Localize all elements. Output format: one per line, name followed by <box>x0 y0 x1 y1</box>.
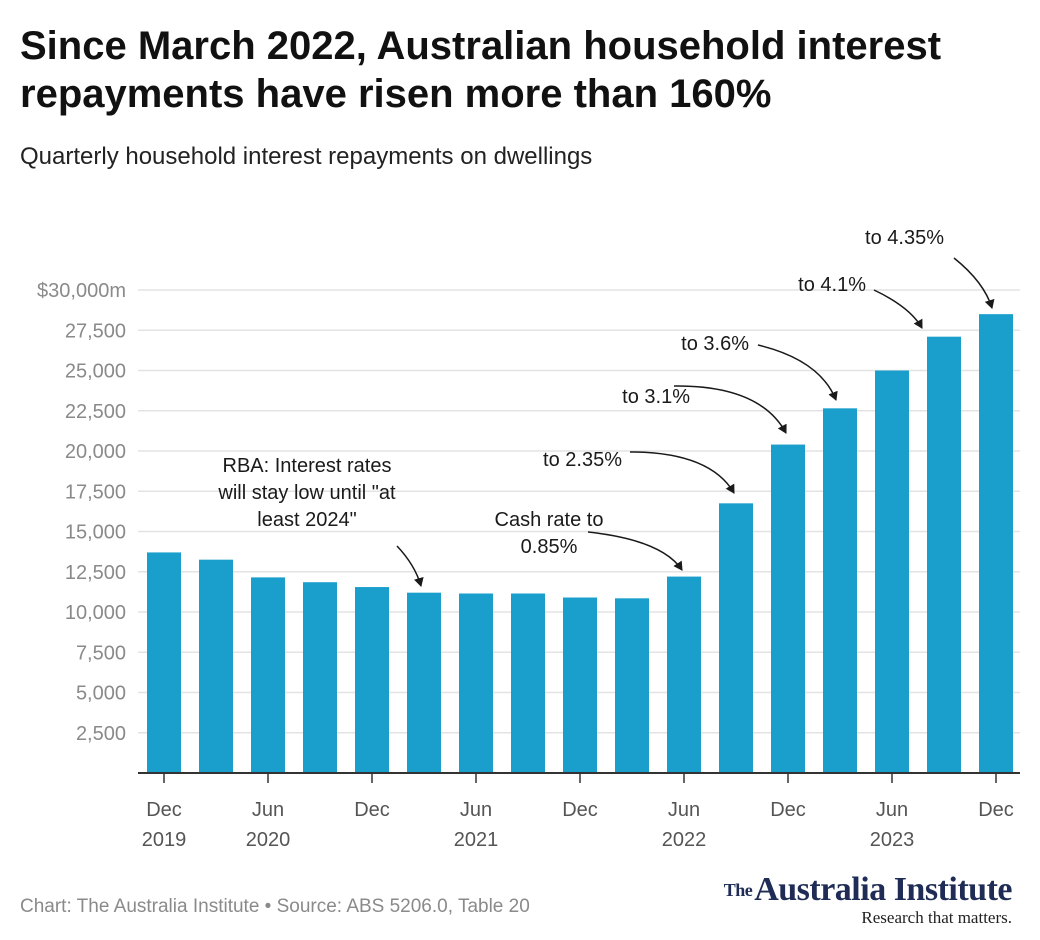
bar <box>459 593 493 773</box>
bar <box>563 597 597 773</box>
annotation-arrow <box>673 385 787 434</box>
annotation-text: 0.85% <box>521 536 578 558</box>
y-tick-label: $30,000m <box>37 280 126 302</box>
x-tick-label: Jun <box>668 799 700 821</box>
bar <box>199 559 233 773</box>
y-tick-label: 27,500 <box>65 320 126 342</box>
x-tick-label: Dec <box>978 799 1014 821</box>
chart-subtitle: Quarterly household interest repayments … <box>20 143 593 170</box>
y-tick-label: 20,000 <box>65 441 126 463</box>
bar <box>771 444 805 773</box>
x-axis: Dec 2019 Jun 2020 Dec Jun 2021 Dec Jun 2022 Dec Jun… <box>138 772 1020 851</box>
x-tick-label: Dec <box>770 799 806 821</box>
y-tick-label: 12,500 <box>65 562 126 584</box>
x-tick-label: Dec <box>562 799 598 821</box>
y-tick-label: 15,000 <box>65 522 126 544</box>
annotations: RBA: Interest rates will stay low until "… <box>217 227 995 587</box>
bar <box>615 598 649 773</box>
australia-institute-logo: TheAustralia Institute Research that mat… <box>723 871 1013 928</box>
chart-credit: Chart: The Australia Institute <box>20 896 260 917</box>
x-tick-label: Dec <box>354 799 390 821</box>
bar <box>927 336 961 773</box>
chart-footer: Chart: The Australia Institute • Source:… <box>20 896 530 918</box>
bar <box>303 582 337 773</box>
bar <box>667 576 701 773</box>
logo-tagline: Research that matters. <box>861 908 1012 927</box>
x-tick-label: Jun <box>460 799 492 821</box>
annotation-text: Cash rate to <box>495 509 604 531</box>
x-tick-label: Jun <box>876 799 908 821</box>
annotation-arrow <box>873 289 923 329</box>
logo-the: The <box>723 880 753 900</box>
bar <box>823 408 857 773</box>
y-tick-label: 17,500 <box>65 481 126 503</box>
annotation-arrow <box>396 545 424 587</box>
annotation-text: least 2024" <box>257 509 356 531</box>
chart-source: • Source: ABS 5206.0, Table 20 <box>264 896 530 917</box>
bar <box>251 577 285 773</box>
y-tick-label: 22,500 <box>65 401 126 423</box>
bar-chart: 2,500 5,000 7,500 10,000 12,500 15,000 17,500 2… <box>37 227 1020 851</box>
bar <box>875 370 909 773</box>
x-tick-label: 2020 <box>246 829 291 851</box>
bar <box>147 552 181 773</box>
y-tick-label: 25,000 <box>65 361 126 383</box>
x-tick-label: Dec <box>146 799 182 821</box>
bar <box>407 592 441 773</box>
bar <box>355 587 389 773</box>
annotation-text: to 4.35% <box>865 227 944 249</box>
bar <box>719 503 753 773</box>
x-tick-label: Jun <box>252 799 284 821</box>
annotation-text: to 3.6% <box>681 333 749 355</box>
chart-title: Since March 2022, Australian household i… <box>20 24 942 116</box>
x-tick-label: 2019 <box>142 829 187 851</box>
x-tick-label: 2021 <box>454 829 499 851</box>
bars <box>147 314 1013 773</box>
bar <box>979 314 1013 773</box>
annotation-arrow <box>757 344 838 401</box>
annotation-text: RBA: Interest rates <box>223 455 392 477</box>
logo-name: Australia Institute <box>754 871 1012 908</box>
annotation-text: to 3.1% <box>622 386 690 408</box>
y-tick-label: 2,500 <box>76 723 126 745</box>
x-tick-label: 2023 <box>870 829 915 851</box>
y-tick-label: 5,000 <box>76 683 126 705</box>
annotation-arrow <box>953 257 995 309</box>
x-tick-label: 2022 <box>662 829 707 851</box>
bar <box>511 593 545 773</box>
annotation-text: to 2.35% <box>543 449 622 471</box>
annotation-arrow <box>587 531 683 571</box>
annotation-text: will stay low until "at <box>217 482 396 504</box>
y-tick-label: 10,000 <box>65 602 126 624</box>
annotation-text: to 4.1% <box>798 274 866 296</box>
y-tick-label: 7,500 <box>76 642 126 664</box>
annotation-arrow <box>629 451 735 494</box>
